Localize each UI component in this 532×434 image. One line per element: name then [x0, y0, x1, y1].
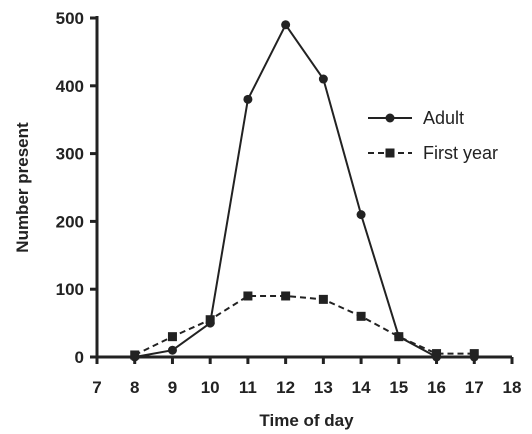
x-tick-label: 16 — [427, 378, 446, 397]
y-tick-label: 200 — [56, 212, 84, 231]
legend-marker — [385, 148, 395, 158]
x-tick-label: 8 — [130, 378, 139, 397]
y-ticks: 0 100 200 300 400 500 — [56, 9, 97, 367]
x-tick-label: 13 — [314, 378, 333, 397]
x-tick-label: 7 — [92, 378, 101, 397]
series-line — [134, 22, 475, 358]
data-point — [318, 74, 328, 84]
legend-marker — [385, 113, 395, 123]
data-point — [394, 332, 404, 342]
series-line — [134, 294, 475, 356]
data-point — [356, 210, 366, 220]
legend-label: Adult — [423, 108, 464, 128]
y-tick-label: 300 — [56, 145, 84, 164]
series-layer — [130, 20, 479, 362]
x-tick-label: 17 — [465, 378, 484, 397]
data-point — [130, 350, 140, 360]
x-tick-label: 11 — [239, 378, 257, 397]
x-tick-label: 9 — [168, 378, 177, 397]
y-tick-label: 500 — [56, 9, 84, 28]
data-point — [205, 315, 215, 325]
y-tick-label: 100 — [56, 280, 84, 299]
legend-item: First year — [368, 143, 498, 163]
x-axis-title: Time of day — [259, 411, 354, 430]
data-point — [281, 291, 291, 301]
data-point — [243, 291, 253, 301]
y-tick-label: 400 — [56, 77, 84, 96]
data-point — [432, 349, 442, 359]
legend-item: Adult — [368, 108, 464, 128]
y-axis-title: Number present — [13, 122, 32, 253]
x-tick-label: 14 — [352, 378, 371, 397]
x-tick-label: 10 — [201, 378, 220, 397]
x-ticks: 7 8 9 10 11 12 13 14 15 16 17 18 — [92, 357, 521, 397]
x-tick-label: 18 — [503, 378, 522, 397]
data-point — [356, 311, 366, 321]
data-point — [243, 94, 253, 104]
data-point — [167, 345, 177, 355]
series-first-year — [130, 291, 479, 360]
legend: Adult First year — [368, 108, 498, 163]
data-point — [318, 294, 328, 304]
data-point — [167, 332, 177, 342]
legend-label: First year — [423, 143, 498, 163]
data-point — [281, 20, 291, 30]
series-adult — [130, 20, 479, 362]
data-point — [469, 349, 479, 359]
y-tick-label: 0 — [75, 348, 84, 367]
axes — [95, 16, 512, 359]
x-tick-label: 15 — [389, 378, 408, 397]
x-tick-label: 12 — [276, 378, 295, 397]
